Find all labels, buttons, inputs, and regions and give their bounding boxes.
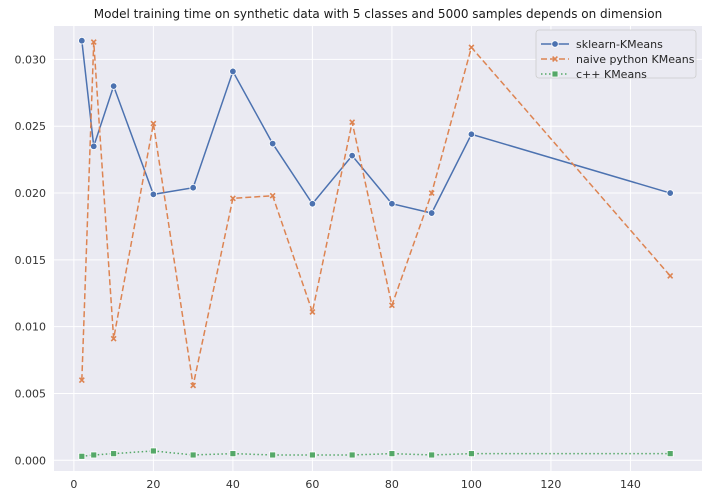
y-tick-label: 0.005 — [15, 387, 47, 400]
data-point — [229, 450, 237, 458]
data-point — [149, 190, 158, 199]
data-point — [78, 377, 85, 384]
y-tick-label: 0.010 — [15, 321, 47, 334]
data-point — [150, 120, 157, 127]
x-gridlines — [73, 26, 631, 471]
y-tick-label: 0.015 — [15, 254, 47, 267]
x-tick-label: 100 — [461, 478, 482, 491]
x-tick-label: 80 — [385, 478, 399, 491]
data-point — [309, 451, 316, 459]
data-point — [110, 450, 118, 458]
data-point — [269, 451, 277, 459]
y-tick-label: 0.030 — [15, 53, 47, 66]
legend-marker — [551, 40, 559, 48]
x-tick-labels: 0 20 40 60 80 100 120 140 — [70, 478, 641, 491]
y-tick-label: 0.020 — [15, 187, 47, 200]
data-point — [189, 451, 197, 459]
data-point — [428, 190, 435, 197]
data-point — [667, 272, 674, 279]
legend-label: naive python KMeans — [576, 53, 695, 66]
data-point — [109, 82, 118, 90]
x-tick-label: 20 — [146, 478, 160, 491]
data-point — [149, 447, 157, 455]
x-tick-label: 140 — [620, 478, 641, 491]
x-tick-label: 60 — [305, 478, 319, 491]
data-point — [308, 200, 317, 208]
y-gridlines — [54, 58, 702, 461]
data-point — [348, 451, 356, 459]
data-point — [90, 39, 97, 46]
data-point — [349, 119, 356, 126]
x-tick-label: 0 — [70, 478, 77, 491]
legend-box — [535, 29, 697, 79]
data-point — [229, 67, 237, 76]
plot-area — [54, 26, 702, 471]
data-point — [468, 44, 475, 51]
legend-label: sklearn-KMeans — [576, 38, 663, 51]
data-point — [229, 195, 236, 202]
data-point — [666, 450, 674, 458]
data-point — [190, 382, 197, 389]
legend-marker — [552, 56, 558, 62]
legend-marker — [551, 70, 559, 78]
y-tick-labels: 0.000 0.005 0.010 0.015 0.020 0.025 0.030 — [15, 53, 47, 467]
data-point — [78, 36, 86, 45]
data-point — [348, 151, 356, 160]
data-point — [388, 302, 395, 309]
y-tick-label: 0.000 — [15, 454, 47, 467]
series-0 — [78, 36, 674, 217]
data-point — [428, 451, 436, 459]
data-point — [427, 209, 436, 217]
data-point — [268, 139, 277, 148]
data-point — [110, 335, 117, 342]
chart-title: Model training time on synthetic data wi… — [94, 7, 662, 21]
series-layer — [78, 36, 674, 460]
data-point — [468, 450, 475, 458]
data-point — [309, 309, 316, 315]
data-point — [666, 189, 674, 197]
data-point — [388, 450, 396, 458]
data-point — [90, 142, 98, 150]
y-tick-label: 0.025 — [15, 120, 47, 133]
data-point — [90, 451, 98, 459]
series-1 — [78, 39, 674, 389]
data-point — [269, 192, 276, 199]
x-tick-label: 120 — [540, 478, 561, 491]
data-point — [189, 183, 197, 192]
legend: sklearn-KMeans naive python KMeans c++ KMe… — [535, 29, 697, 81]
data-point — [467, 130, 476, 138]
x-tick-label: 40 — [226, 478, 240, 491]
data-point — [388, 200, 396, 208]
data-point — [78, 452, 86, 460]
series-2 — [78, 447, 674, 460]
legend-label: c++ KMeans — [576, 68, 647, 81]
